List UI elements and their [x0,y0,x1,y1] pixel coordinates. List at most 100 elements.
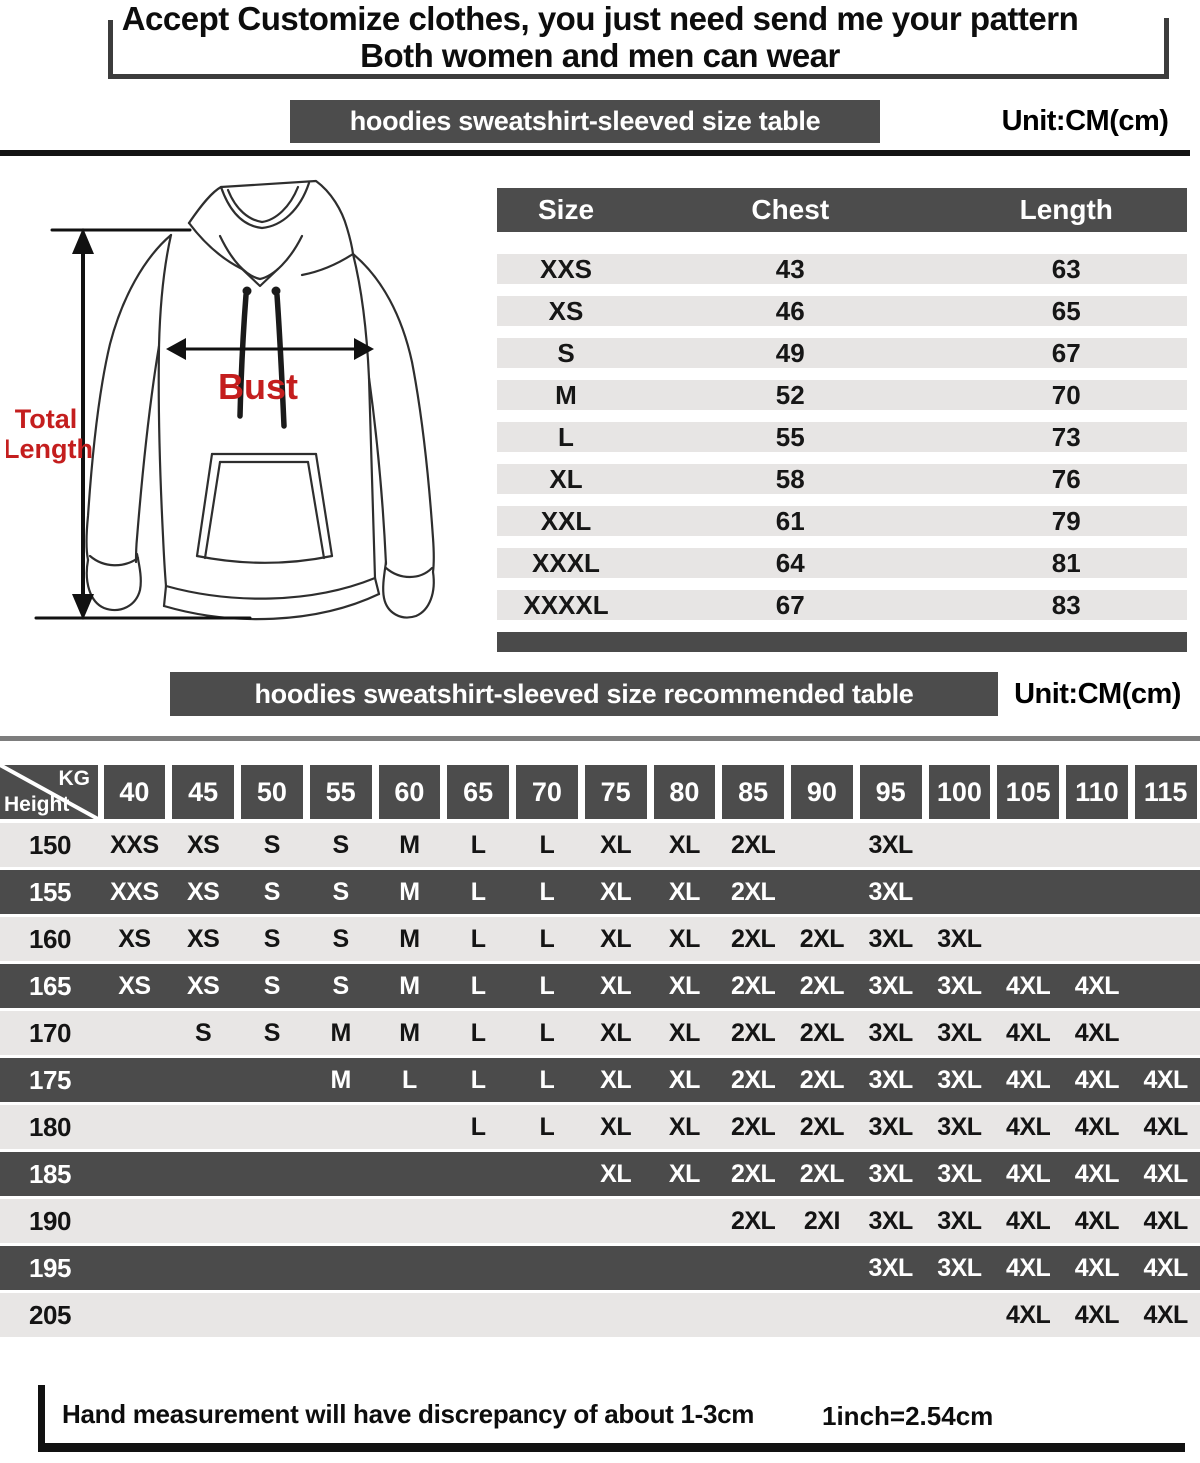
size-table-header-row: Size Chest Length [497,188,1187,232]
matrix-size-cell: L [470,1018,486,1047]
size-table-row: XXL 61 79 [497,506,1187,536]
matrix-size-cell: L [401,1065,417,1094]
size-table-cell: L [558,422,574,452]
right-sleeve [351,252,435,574]
matrix-size-cell: 2XL [730,830,776,859]
matrix-weight-header-cell: 75 [581,765,650,819]
matrix-size-cell: 2XL [730,971,776,1000]
matrix-weight-value: 70 [516,765,578,819]
matrix-row: 180 L L XL XL 2XL 2XL 3XL 3XL 4XL 4XL 4XL [0,1105,1200,1152]
matrix-size-cell: L [539,1065,555,1094]
matrix-size-cell: S [263,971,281,1000]
matrix-weight-value: 95 [859,765,922,819]
matrix-size-cell: 4XL [1005,1159,1051,1188]
matrix-size-cell: 4XL [1074,971,1120,1000]
matrix-corner-kg-label: KG [58,767,91,790]
matrix-size-cell: L [470,1112,486,1141]
matrix-weight-value: 115 [1134,765,1197,819]
matrix-weight-header-cell: 110 [1063,765,1132,819]
matrix-weight-value: 60 [378,765,441,819]
body-right-edge [351,252,377,580]
divider-middle [0,736,1200,741]
matrix-size-cell: 4XL [1143,1253,1188,1282]
matrix-size-cell: 4XL [1143,1159,1188,1188]
footer-bracket-left [38,1385,45,1445]
matrix-size-cell: S [263,924,281,953]
matrix-height-label: 150 [29,829,71,860]
size-table-row: XXXL 64 81 [497,548,1187,578]
matrix-size-cell: 2XL [730,924,776,953]
recommended-table-banner: hoodies sweatshirt-sleeved size recommen… [170,672,998,716]
size-table-cell: 81 [1051,548,1081,578]
matrix-size-cell: XL [668,1112,700,1141]
matrix-size-cell: XS [186,924,220,953]
matrix-size-cell: XL [668,877,700,906]
matrix-corner-cell: KG Height [0,765,98,819]
matrix-size-cell: XL [600,1159,632,1188]
matrix-size-cell: S [263,830,281,859]
total-length-label-line2: Length [6,434,93,464]
matrix-size-cell: XL [668,830,700,859]
matrix-height-label: 160 [29,923,71,954]
matrix-size-cell: 3XL [937,1112,982,1141]
matrix-size-cell: XL [600,971,632,1000]
matrix-weight-value: 110 [1066,765,1128,819]
matrix-size-cell: XS [186,971,220,1000]
matrix-size-cell: 2XL [799,1159,845,1188]
size-table-row: XXXXL 67 83 [497,590,1187,620]
matrix-weight-value: 40 [103,765,166,819]
matrix-size-cell: 4XL [1074,1206,1120,1235]
matrix-weight-header-cell: 90 [788,765,857,819]
matrix-weight-header-cell: 85 [719,765,788,819]
matrix-size-cell: M [399,877,420,906]
matrix-size-cell: 3XL [868,1018,913,1047]
matrix-size-cell: 2XL [799,971,845,1000]
size-table-cell: 63 [1051,254,1081,284]
matrix-size-cell: 4XL [1005,1018,1051,1047]
matrix-size-cell: 3XL [937,1018,982,1047]
matrix-size-cell: 2XL [730,1112,776,1141]
matrix-weight-header-cell: 55 [306,765,375,819]
size-table-row: M 52 70 [497,380,1187,410]
matrix-size-cell: S [332,830,350,859]
matrix-weight-value: 65 [447,765,509,819]
matrix-size-cell: 3XL [868,924,913,953]
size-table-cell: 73 [1051,422,1081,452]
matrix-size-cell: XL [600,924,632,953]
matrix-size-cell: 2XL [799,1112,845,1141]
size-table-cell: 64 [775,548,805,578]
size-table-cell: 67 [775,590,805,620]
matrix-size-cell: 4XL [1005,1300,1051,1329]
unit-label-2: Unit:CM(cm) [1014,678,1181,710]
size-table-cell: XXS [539,254,593,284]
matrix-row: 155 XXS XS S S M L L XL XL 2XL 3XL [0,870,1200,917]
matrix-weight-value: 100 [928,765,991,819]
matrix-size-cell: 4XL [1005,1065,1051,1094]
matrix-size-cell: L [539,877,555,906]
size-table-row: XS 46 65 [497,296,1187,326]
matrix-size-cell: 3XL [868,1159,913,1188]
hood-outline [187,179,355,256]
matrix-size-cell: 2XL [799,924,845,953]
matrix-size-cell: L [470,1065,486,1094]
footer-conversion-text: 1inch=2.54cm [822,1401,994,1431]
matrix-size-cell: XL [668,1018,700,1047]
matrix-size-cell: 3XL [937,1253,982,1282]
matrix-size-cell: 4XL [1143,1065,1188,1094]
size-table-cell: XXXL [532,548,600,578]
matrix-weight-header-cell: 40 [100,765,169,819]
footer-note-text: Hand measurement will have discrepancy o… [62,1399,755,1429]
matrix-size-cell: XL [600,1112,632,1141]
matrix-row: 205 4XL 4XL 4XL [0,1293,1200,1340]
matrix-height-label: 180 [29,1111,71,1142]
size-table-bottom-bar [497,632,1187,652]
matrix-size-cell: L [539,971,555,1000]
matrix-weight-value: 90 [791,765,853,819]
matrix-size-cell: M [399,1018,420,1047]
matrix-row: 195 3XL 3XL 4XL 4XL 4XL [0,1246,1200,1293]
matrix-height-label: 205 [29,1299,71,1330]
matrix-height-label: 155 [29,876,71,907]
matrix-size-cell: 3XL [937,1206,982,1235]
matrix-row: 150 XXS XS S S M L L XL XL 2XL 3XL [0,823,1200,870]
matrix-row: 185 XL XL 2XL 2XL 3XL 3XL 4XL 4XL 4XL [0,1152,1200,1199]
